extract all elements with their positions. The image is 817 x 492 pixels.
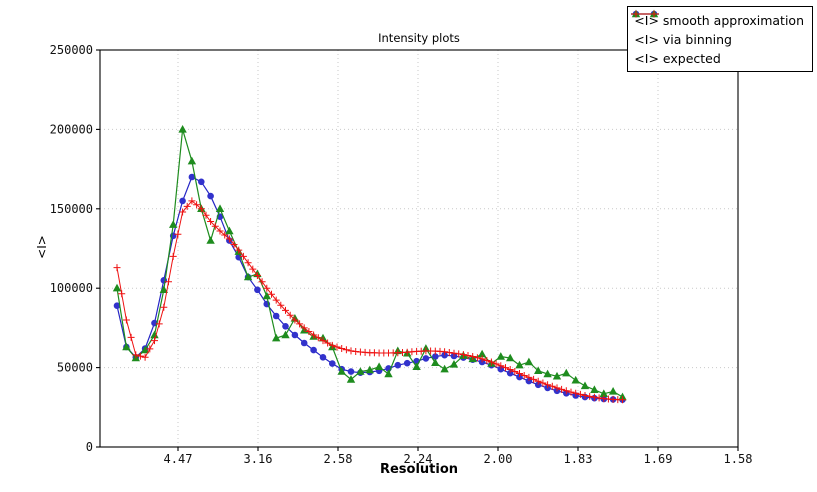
y-axis: 0 50000 100000 150000 200000 250000 <box>50 43 100 454</box>
x-tick-label: 1.58 <box>724 452 753 466</box>
x-axis-label: Resolution <box>379 462 459 477</box>
legend-entry: <I> via binning <box>631 9 804 48</box>
plot-border <box>99 49 739 448</box>
legend-marker-plus-icon <box>631 10 660 18</box>
y-tick-label: 100000 <box>50 281 93 295</box>
chart-title: Intensity plots <box>378 31 460 45</box>
y-tick-label: 200000 <box>50 122 93 136</box>
y-axis-label: <I> <box>35 235 49 259</box>
x-tick-label: 2.00 <box>484 452 513 466</box>
series-2 <box>113 197 626 404</box>
x-tick-label: 3.16 <box>244 452 273 466</box>
legend-box: <I> smooth approximation <I> via binning… <box>627 6 813 72</box>
x-tick-label: 1.83 <box>564 452 593 466</box>
x-tick-label: 4.47 <box>164 452 193 466</box>
y-tick-label: 50000 <box>57 361 93 375</box>
series-1 <box>112 125 627 401</box>
x-tick-label: 2.24 <box>404 452 433 466</box>
y-tick-label: 250000 <box>50 43 93 57</box>
legend-entry: <I> expected <box>631 10 804 67</box>
y-tick-label: 0 <box>86 440 93 454</box>
legend-label: <I> smooth approximation <box>634 12 804 28</box>
legend-label: <I> via binning <box>634 31 732 47</box>
x-tick-label: 1.69 <box>644 452 673 466</box>
gridlines <box>100 50 739 447</box>
x-axis: 4.47 3.16 2.58 2.24 2.00 1.83 1.69 1.58 <box>164 447 753 466</box>
legend-label: <I> expected <box>634 50 721 66</box>
y-tick-label: 150000 <box>50 202 93 216</box>
x-tick-label: 2.58 <box>324 452 353 466</box>
